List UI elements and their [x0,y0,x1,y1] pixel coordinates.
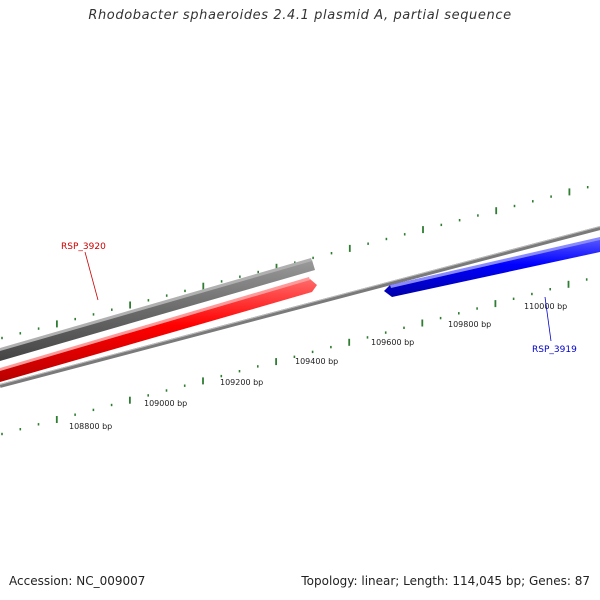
ruler-label-110000: 110000 bp [524,302,567,311]
gene-leader-rsp-3920 [84,251,99,301]
map-title: Rhodobacter sphaeroides 2.4.1 plasmid A,… [88,8,512,23]
ruler-label-109600: 109600 bp [371,338,414,347]
ruler-label-109800: 109800 bp [448,320,491,329]
lower-ruler-ticks [1,278,588,436]
accession-text: Accession: NC_009007 [9,574,146,588]
sequence-bar [0,260,315,361]
gene-leader-rsp-3919 [544,296,552,342]
ruler-label-109200: 109200 bp [220,378,263,387]
gene-label-rsp-3919[interactable]: RSP_3919 [532,345,577,355]
gene-arrow-rsp-3919[interactable] [384,237,600,297]
ruler-label-109000: 109000 bp [144,399,187,408]
genome-summary-text: Topology: linear; Length: 114,045 bp; Ge… [301,574,590,588]
gene-arrow-rsp-3920[interactable] [0,277,317,382]
sequence-bar-top-face [0,258,312,351]
ruler-label-109400: 109400 bp [295,357,338,366]
sequence-backbone [0,226,600,388]
gene-label-rsp-3920[interactable]: RSP_3920 [61,242,106,252]
ruler-label-108800: 108800 bp [69,422,112,431]
